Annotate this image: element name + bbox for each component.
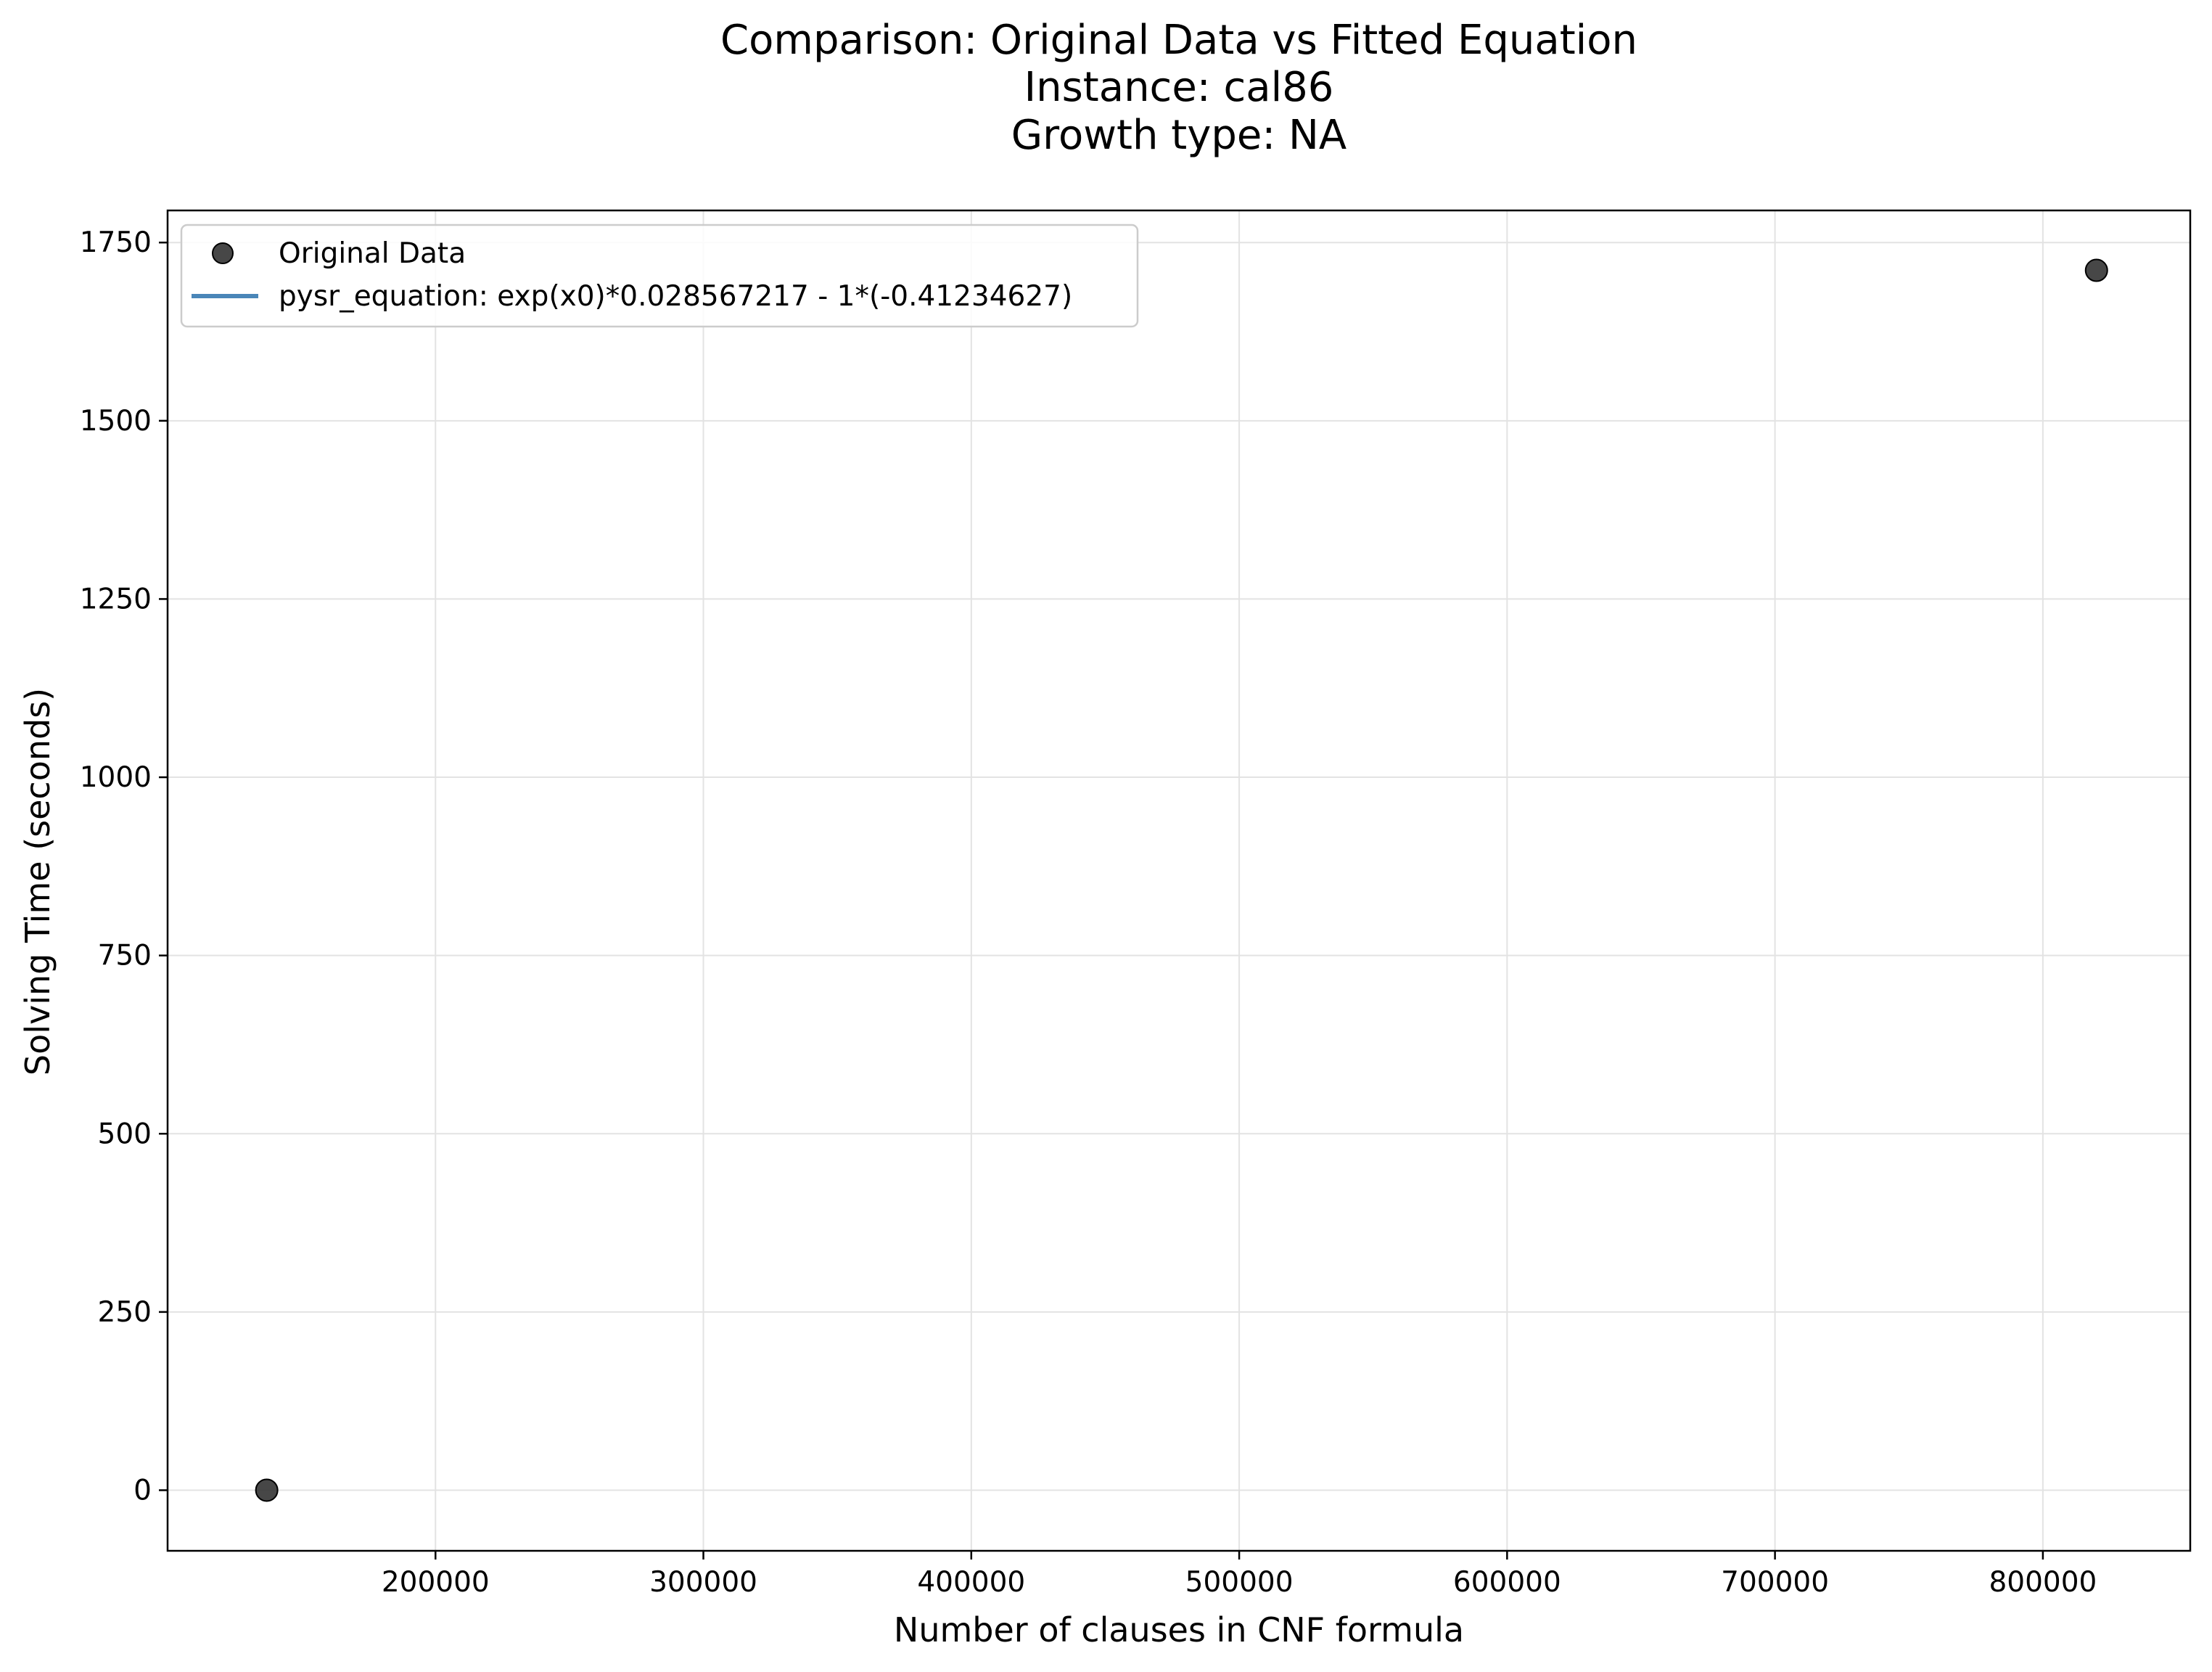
legend: Original Data pysr_equation: exp(x0)*0.0… xyxy=(180,224,1139,328)
legend-marker-original-data xyxy=(212,242,234,264)
y-tick-label: 1750 xyxy=(80,226,152,259)
x-axis-label: Number of clauses in CNF formula xyxy=(894,1610,1464,1650)
data-point xyxy=(255,1478,279,1502)
y-tick-label: 500 xyxy=(98,1118,152,1150)
x-tick-label: 300000 xyxy=(649,1566,757,1599)
x-tick-label: 500000 xyxy=(1185,1566,1294,1599)
y-axis-label: Solving Time (seconds) xyxy=(18,688,57,1075)
chart-title-line-1: Comparison: Original Data vs Fitted Equa… xyxy=(720,17,1637,64)
plot-area-frame xyxy=(166,209,2192,1552)
y-tick-label: 250 xyxy=(98,1296,152,1329)
x-tick-label: 800000 xyxy=(1989,1566,2097,1599)
x-tick-label: 600000 xyxy=(1453,1566,1561,1599)
y-tick-label: 1000 xyxy=(80,761,152,794)
y-tick-label: 0 xyxy=(133,1474,152,1507)
chart-title-line-2: Instance: cal86 xyxy=(1024,64,1334,111)
chart-title-line-3: Growth type: NA xyxy=(1011,112,1346,159)
x-tick-label: 200000 xyxy=(382,1566,490,1599)
x-tick-label: 700000 xyxy=(1721,1566,1829,1599)
legend-label-original-data: Original Data xyxy=(279,237,466,270)
y-tick-label: 750 xyxy=(98,940,152,972)
x-axis-ticks: 200000 300000 400000 500000 600000 700000 8000… xyxy=(382,1551,2097,1599)
legend-frame xyxy=(180,224,1139,328)
y-tick-label: 1500 xyxy=(80,405,152,438)
grid-lines xyxy=(168,210,2190,1551)
x-tick-label: 400000 xyxy=(917,1566,1025,1599)
y-axis-ticks: 0 250 500 750 1000 1250 1500 1750 xyxy=(80,226,168,1507)
data-point xyxy=(2084,258,2108,282)
legend-label-pysr-equation: pysr_equation: exp(x0)*0.028567217 - 1*(… xyxy=(279,280,1072,313)
y-tick-label: 1250 xyxy=(80,583,152,615)
chart-title: Comparison: Original Data vs Fitted Equa… xyxy=(720,17,1637,159)
data-points xyxy=(255,258,2108,1502)
